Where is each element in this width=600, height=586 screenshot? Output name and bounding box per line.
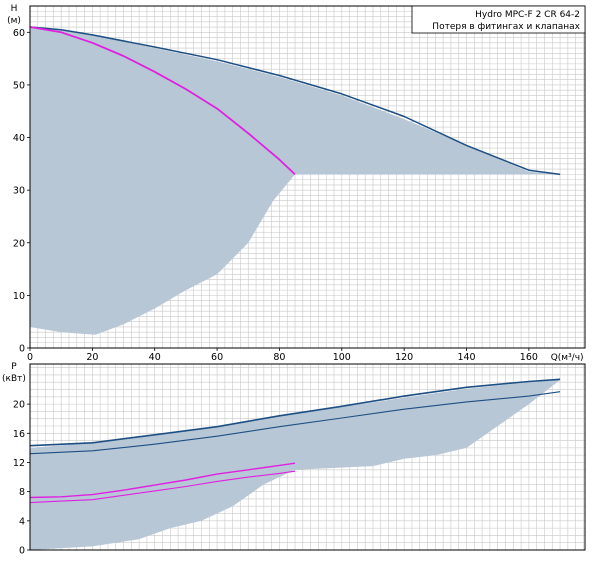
x-tick-label: 40 [149,352,161,363]
head-y-label-unit: (м) [7,16,21,26]
x-tick-label: 120 [395,352,413,363]
legend-title: Hydro MPC-F 2 CR 64-2 [475,10,580,20]
x-tick-label: 100 [333,352,351,363]
y-tick-label: 8 [19,487,25,498]
head-curve-1 [29,26,561,176]
legend-subtitle: Потеря в фитингах и клапанах [432,22,580,32]
y-tick-label: 50 [13,80,25,91]
power-range-area [30,380,561,550]
head-x-ticks: 0 20 40 60 80 100 120 140 160 [27,348,538,363]
y-tick-label: 4 [19,516,25,527]
power-curve-3 [29,462,296,499]
x-tick-label: 140 [457,352,475,363]
power-y-label-unit: (кВт) [2,374,26,384]
head-envelope [30,27,561,335]
head-y-ticks: 0 10 20 30 40 50 60 [13,28,30,355]
y-tick-label: 20 [13,400,25,411]
head-curve-2 [29,26,296,176]
power-y-label-symbol: P [11,362,17,372]
x-tick-label: 60 [211,352,223,363]
y-tick-label: 16 [13,429,25,440]
x-tick-label: 80 [273,352,285,363]
head-curves [29,26,561,176]
y-tick-label: 12 [13,458,25,469]
y-tick-label: 40 [13,133,25,144]
head-chart-panel: 0 10 20 30 40 50 60 0 20 40 60 80 100 120 140 160 H (м… [7,4,586,363]
power-curves [29,378,561,504]
y-tick-label: 20 [13,238,25,249]
y-tick-label: 60 [13,28,25,39]
power-curve-4 [29,470,296,504]
power-y-ticks: 0 4 8 12 16 20 [13,400,30,557]
x-tick-label: 160 [520,352,538,363]
y-tick-label: 10 [13,291,25,302]
x-tick-label: 20 [86,352,98,363]
power-envelope [30,380,561,550]
legend-box: Hydro MPC-F 2 CR 64-2 Потеря в фитингах … [411,5,586,34]
power-curve-1 [29,378,561,447]
y-tick-label: 30 [13,186,25,197]
legend-frame [411,5,586,34]
operating-range-area [30,27,561,335]
power-curve-2 [29,391,561,455]
head-plot-frame [29,5,586,349]
y-tick-label: 0 [19,546,25,557]
head-x-label: Q(м³/ч) [551,353,584,363]
head-y-label-symbol: H [11,4,18,14]
power-plot-frame [29,363,586,551]
y-tick-label: 0 [19,344,25,355]
x-tick-label: 0 [27,352,33,363]
power-chart-panel: 0 4 8 12 16 20 P (кВт) [2,362,586,557]
